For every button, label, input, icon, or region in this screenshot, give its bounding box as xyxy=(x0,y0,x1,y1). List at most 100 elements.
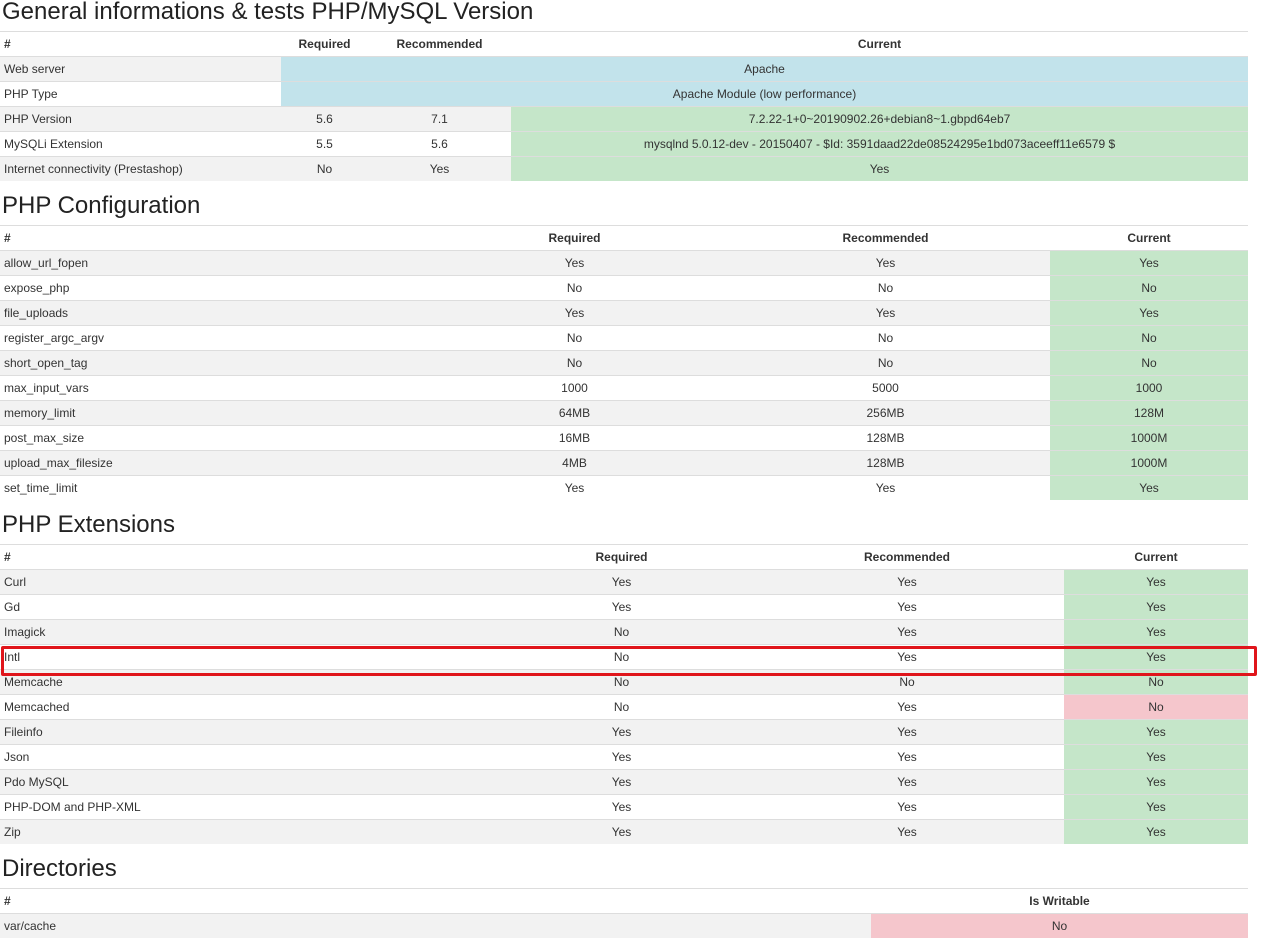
table-row: allow_url_fopen Yes Yes Yes xyxy=(0,250,1248,276)
directories-table: # Is Writable var/cache No xyxy=(0,888,1248,938)
table-row: Zip Yes Yes Yes xyxy=(0,819,1248,844)
row-name: Internet connectivity (Prestashop) xyxy=(0,156,281,181)
recommended-value: Yes xyxy=(750,819,1064,844)
table-row: memory_limit 64MB 256MB 128M xyxy=(0,400,1248,426)
table-row: set_time_limit Yes Yes Yes xyxy=(0,475,1248,500)
table-row: Json Yes Yes Yes xyxy=(0,744,1248,770)
required-value: 5.5 xyxy=(281,131,368,157)
row-name: allow_url_fopen xyxy=(0,250,428,276)
table-row: post_max_size 16MB 128MB 1000M xyxy=(0,425,1248,451)
required-value: 4MB xyxy=(428,450,721,476)
table-row: Curl Yes Yes Yes xyxy=(0,569,1248,595)
recommended-value: No xyxy=(750,669,1064,695)
recommended-value: 256MB xyxy=(721,400,1050,426)
column-header-current: Current xyxy=(511,31,1248,57)
current-value: Yes xyxy=(1064,644,1248,670)
required-value: No xyxy=(493,669,750,695)
required-value: Yes xyxy=(493,819,750,844)
recommended-value: Yes xyxy=(750,719,1064,745)
current-value: Apache Module (low performance) xyxy=(281,81,1248,107)
column-header-current: Current xyxy=(1050,225,1248,251)
required-value: No xyxy=(428,350,721,376)
general-section-title: General informations & tests PHP/MySQL V… xyxy=(2,0,534,25)
general-table: # Required Recommended Current Web serve… xyxy=(0,31,1248,181)
required-value: No xyxy=(493,619,750,645)
table-row: PHP-DOM and PHP-XML Yes Yes Yes xyxy=(0,794,1248,820)
required-value: Yes xyxy=(493,719,750,745)
row-name: PHP Version xyxy=(0,106,281,132)
row-name: PHP-DOM and PHP-XML xyxy=(0,794,493,820)
row-name: Fileinfo xyxy=(0,719,493,745)
table-header-row: # Required Recommended Current xyxy=(0,31,1248,57)
recommended-value: Yes xyxy=(750,794,1064,820)
row-name: PHP Type xyxy=(0,81,281,107)
current-value: Yes xyxy=(1064,594,1248,620)
table-row: Imagick No Yes Yes xyxy=(0,619,1248,645)
row-name: Memcache xyxy=(0,669,493,695)
current-value: mysqlnd 5.0.12-dev - 20150407 - $Id: 359… xyxy=(511,131,1248,157)
recommended-value: Yes xyxy=(721,300,1050,326)
recommended-value: Yes xyxy=(750,644,1064,670)
table-row: Intl No Yes Yes xyxy=(0,644,1248,670)
current-value: Apache xyxy=(281,56,1248,82)
table-row: file_uploads Yes Yes Yes xyxy=(0,300,1248,326)
recommended-value: 7.1 xyxy=(368,106,511,132)
row-name: MySQLi Extension xyxy=(0,131,281,157)
table-row: Fileinfo Yes Yes Yes xyxy=(0,719,1248,745)
required-value: No xyxy=(493,694,750,720)
required-value: 64MB xyxy=(428,400,721,426)
table-row: expose_php No No No xyxy=(0,275,1248,301)
required-value: Yes xyxy=(493,769,750,795)
table-row: PHP Type Apache Module (low performance) xyxy=(0,81,1248,107)
table-row: var/cache No xyxy=(0,913,1248,938)
directories-section-title: Directories xyxy=(2,855,117,882)
extensions-table: # Required Recommended Current Curl Yes Ye… xyxy=(0,544,1248,844)
current-value: Yes xyxy=(1064,719,1248,745)
required-value: Yes xyxy=(428,475,721,500)
current-value: Yes xyxy=(1064,769,1248,795)
column-header-hash: # xyxy=(0,225,428,251)
table-row: Memcache No No No xyxy=(0,669,1248,695)
table-row: Memcached No Yes No xyxy=(0,694,1248,720)
required-value: No xyxy=(428,325,721,351)
table-row: max_input_vars 1000 5000 1000 xyxy=(0,375,1248,401)
table-row: MySQLi Extension 5.5 5.6 mysqlnd 5.0.12-… xyxy=(0,131,1248,157)
current-value: 1000 xyxy=(1050,375,1248,401)
column-header-recommended: Recommended xyxy=(368,31,511,57)
row-name: Web server xyxy=(0,56,281,82)
recommended-value: Yes xyxy=(750,569,1064,595)
row-name: expose_php xyxy=(0,275,428,301)
column-header-recommended: Recommended xyxy=(721,225,1050,251)
column-header-hash: # xyxy=(0,31,281,57)
table-row: Web server Apache xyxy=(0,56,1248,82)
column-header-required: Required xyxy=(493,544,750,570)
current-value: No xyxy=(1064,694,1248,720)
row-name: Intl xyxy=(0,644,493,670)
recommended-value: Yes xyxy=(721,250,1050,276)
writable-value: No xyxy=(871,913,1248,938)
recommended-value: No xyxy=(721,275,1050,301)
row-name: register_argc_argv xyxy=(0,325,428,351)
row-name: Memcached xyxy=(0,694,493,720)
column-header-hash: # xyxy=(0,544,493,570)
extensions-section-title: PHP Extensions xyxy=(2,511,175,538)
table-row: register_argc_argv No No No xyxy=(0,325,1248,351)
recommended-value: Yes xyxy=(368,156,511,181)
column-header-required: Required xyxy=(428,225,721,251)
recommended-value: Yes xyxy=(750,769,1064,795)
recommended-value: Yes xyxy=(750,619,1064,645)
current-value: Yes xyxy=(1050,250,1248,276)
recommended-value: No xyxy=(721,325,1050,351)
column-header-is-writable: Is Writable xyxy=(871,888,1248,914)
current-value: Yes xyxy=(1064,794,1248,820)
table-header-row: # Is Writable xyxy=(0,888,1248,914)
row-name: Pdo MySQL xyxy=(0,769,493,795)
recommended-value: No xyxy=(721,350,1050,376)
required-value: 1000 xyxy=(428,375,721,401)
table-row: Internet connectivity (Prestashop) No Ye… xyxy=(0,156,1248,181)
current-value: Yes xyxy=(1050,475,1248,500)
row-name: short_open_tag xyxy=(0,350,428,376)
row-name: file_uploads xyxy=(0,300,428,326)
recommended-value: 128MB xyxy=(721,450,1050,476)
requirements-page: General informations & tests PHP/MySQL V… xyxy=(0,0,1248,938)
